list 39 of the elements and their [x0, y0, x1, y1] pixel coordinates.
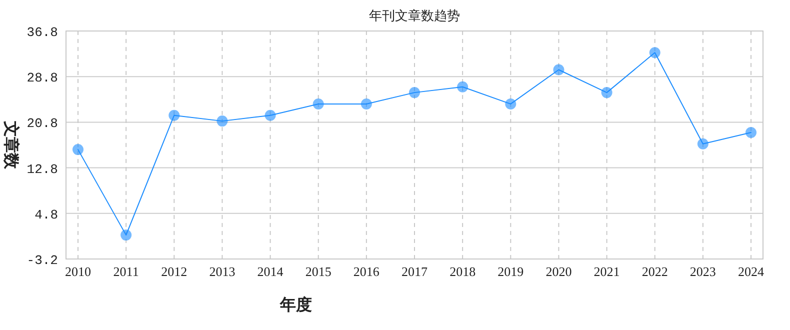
y-axis-title: 文章数 — [2, 120, 20, 170]
x-axis-title: 年度 — [279, 295, 312, 314]
point — [601, 87, 612, 98]
x-tick-label: 2019 — [498, 264, 524, 279]
y-tick-label: 28.8 — [26, 70, 58, 86]
x-tick-label: 2022 — [642, 264, 668, 279]
x-tick-label: 2011 — [113, 264, 139, 279]
x-tick-label: 2010 — [65, 264, 91, 279]
point — [72, 144, 84, 156]
point — [264, 110, 276, 121]
y-tick-label: 4.8 — [34, 207, 58, 222]
point — [409, 87, 420, 98]
x-tick-label: 2017 — [402, 264, 428, 279]
x-tick-label: 2013 — [209, 264, 236, 279]
x-tick-label: 2015 — [305, 264, 332, 279]
point — [697, 138, 708, 150]
point — [505, 98, 516, 110]
point — [312, 98, 324, 110]
point — [360, 98, 372, 110]
x-tick-label: 2012 — [161, 264, 188, 279]
point — [457, 81, 468, 92]
x-tick-label: 2018 — [450, 264, 476, 279]
x-tick-label: 2023 — [690, 264, 716, 279]
x-tick-label: 2020 — [546, 264, 572, 279]
x-tick-label: 2016 — [353, 264, 380, 279]
x-tick-label: 2014 — [257, 264, 284, 279]
point — [120, 230, 132, 241]
x-tick-label: 2021 — [594, 264, 620, 279]
point — [649, 47, 660, 58]
point — [216, 116, 228, 127]
y-tick-label: 20.8 — [26, 116, 58, 132]
y-tick-label: -3.2 — [26, 253, 58, 268]
point — [168, 110, 180, 121]
y-tick-label: 12.8 — [26, 162, 58, 177]
x-tick-label: 2024 — [738, 264, 764, 279]
point — [553, 64, 564, 76]
point — [746, 126, 756, 138]
y-tick-label: 36.8 — [26, 25, 58, 40]
chart-title: 年刊文章数趋势 — [369, 8, 460, 23]
